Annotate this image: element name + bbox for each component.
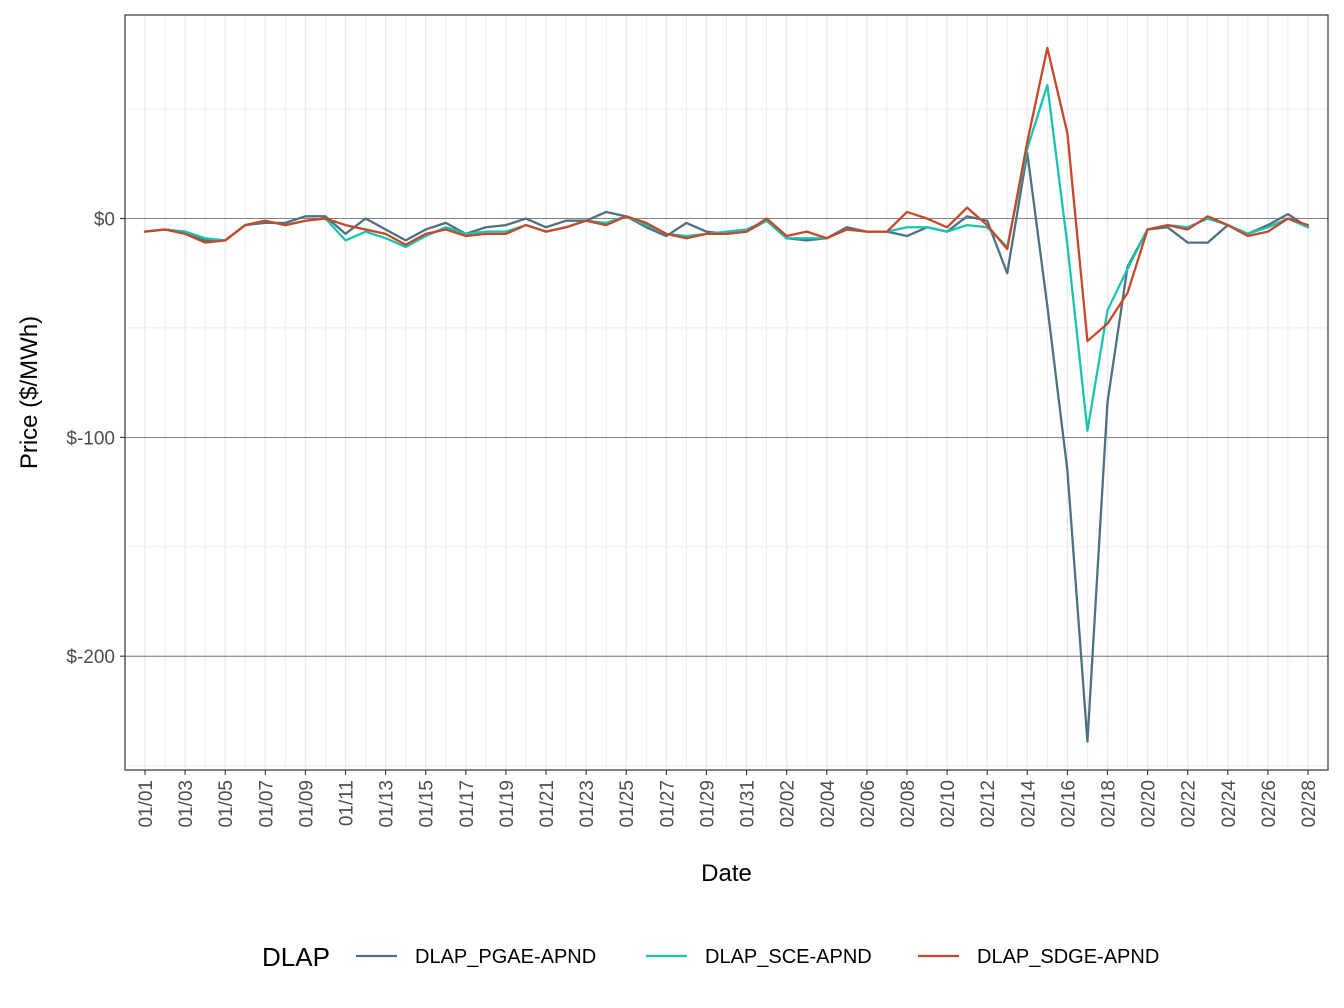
x-tick-label: 02/28 <box>1299 780 1320 828</box>
x-axis: 01/01 01/03 01/05 01/07 01/09 01/11 01/13 01/15… <box>136 770 1320 828</box>
legend-label: DLAP_PGAE-APND <box>415 946 596 968</box>
y-axis-title: Price ($/MWh) <box>16 316 43 469</box>
panel-border <box>124 14 1329 771</box>
x-tick-label: 01/23 <box>577 780 598 828</box>
legend-label: DLAP_SDGE-APND <box>977 946 1159 968</box>
x-tick-label: 02/18 <box>1098 780 1119 828</box>
x-tick-label: 01/25 <box>617 780 638 828</box>
legend: DLAP DLAP_PGAE-APND DLAP_SCE-APND DLAP_SDG… <box>262 942 1159 972</box>
y-axis: $0 $-100 $-200 <box>66 210 125 668</box>
x-tick-label: 02/02 <box>778 780 799 828</box>
x-tick-label: 02/26 <box>1259 780 1280 828</box>
x-tick-label: 01/29 <box>697 780 718 828</box>
series-layer <box>143 46 1310 743</box>
x-tick-label: 02/14 <box>1018 780 1039 828</box>
x-tick-label: 02/22 <box>1179 780 1200 828</box>
legend-label: DLAP_SCE-APND <box>705 946 872 968</box>
x-tick-label: 02/16 <box>1058 780 1079 828</box>
x-tick-label: 02/08 <box>898 780 919 828</box>
x-tick-label: 01/27 <box>657 780 678 828</box>
series-line <box>143 46 1310 343</box>
x-tick-label: 02/10 <box>938 780 959 828</box>
series-line <box>143 83 1310 432</box>
x-tick-label: 02/06 <box>858 780 879 828</box>
x-tick-label: 02/04 <box>818 780 839 828</box>
x-tick-label: 01/13 <box>377 780 398 828</box>
y-tick-label: $0 <box>94 210 115 231</box>
x-tick-label: 02/12 <box>978 780 999 828</box>
x-tick-label: 02/24 <box>1219 780 1240 828</box>
x-tick-label: 02/20 <box>1139 780 1160 828</box>
x-tick-label: 01/05 <box>216 780 237 828</box>
minor-gridlines <box>125 15 1328 770</box>
x-tick-label: 01/07 <box>256 780 277 828</box>
x-axis-title: Date <box>701 860 752 887</box>
x-tick-label: 01/03 <box>176 780 197 828</box>
y-tick-label: $-100 <box>66 428 115 449</box>
y-tick-label: $-200 <box>66 647 115 668</box>
x-tick-label: 01/15 <box>417 780 438 828</box>
x-tick-label: 01/21 <box>537 780 558 828</box>
legend-items: DLAP_PGAE-APND DLAP_SCE-APND DLAP_SDGE-APN… <box>356 946 1159 968</box>
x-tick-label: 01/17 <box>457 780 478 828</box>
x-tick-label: 01/19 <box>497 780 518 828</box>
x-tick-label: 01/31 <box>738 780 759 828</box>
x-tick-label: 01/01 <box>136 780 157 828</box>
x-tick-label: 01/11 <box>337 780 358 826</box>
x-tick-label: 01/09 <box>296 780 317 828</box>
legend-title: DLAP <box>262 942 330 972</box>
